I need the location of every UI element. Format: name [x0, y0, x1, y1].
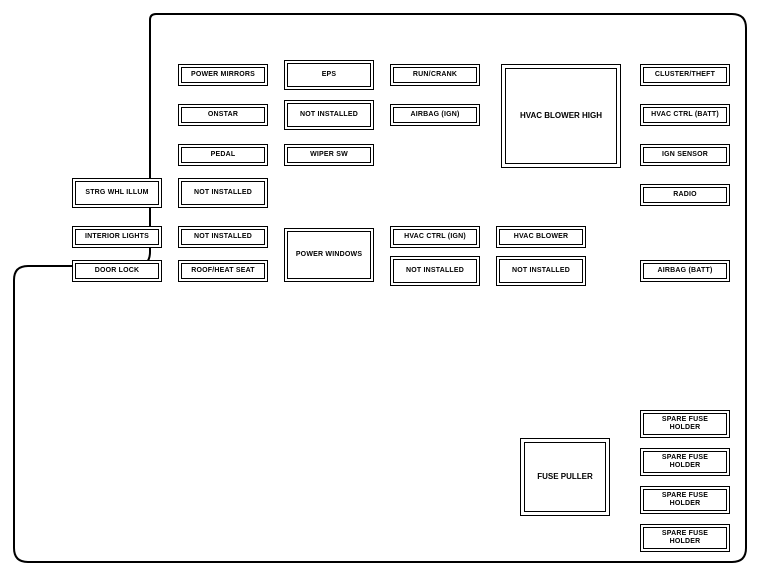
fuse-roof-heat-seat: ROOF/HEAT SEAT [178, 260, 268, 282]
fuse-interior-lights: INTERIOR LIGHTS [72, 226, 162, 248]
fuse-power-mirrors: POWER MIRRORS [178, 64, 268, 86]
fuse-hvac-ctrl-batt: HVAC CTRL (BATT) [640, 104, 730, 126]
fuse-hvac-blower: HVAC BLOWER [496, 226, 586, 248]
fuse-ign-sensor: IGN SENSOR [640, 144, 730, 166]
fuse-onstar: ONSTAR [178, 104, 268, 126]
fuse-airbag-batt: AIRBAG (BATT) [640, 260, 730, 282]
fuse-power-windows: POWER WINDOWS [284, 228, 374, 282]
fuse-spare-1: SPARE FUSE HOLDER [640, 410, 730, 438]
fuse-spare-3: SPARE FUSE HOLDER [640, 486, 730, 514]
block-fuse-puller: FUSE PULLER [520, 438, 610, 516]
fuse-strg-whl-illum: STRG WHL ILLUM [72, 178, 162, 208]
fuse-hvac-ctrl-ign: HVAC CTRL (IGN) [390, 226, 480, 248]
fuse-not-installed-a: NOT INSTALLED [284, 100, 374, 130]
block-hvac-blower-high: HVAC BLOWER HIGH [501, 64, 621, 168]
fuse-not-installed-c: NOT INSTALLED [178, 226, 268, 248]
fuse-box-diagram: POWER MIRRORS EPS RUN/CRANK CLUSTER/THEF… [0, 0, 768, 578]
fuse-radio: RADIO [640, 184, 730, 206]
fuse-not-installed-d: NOT INSTALLED [390, 256, 480, 286]
fuse-run-crank: RUN/CRANK [390, 64, 480, 86]
fuse-pedal: PEDAL [178, 144, 268, 166]
fuse-airbag-ign: AIRBAG (IGN) [390, 104, 480, 126]
fuse-not-installed-e: NOT INSTALLED [496, 256, 586, 286]
fuse-spare-4: SPARE FUSE HOLDER [640, 524, 730, 552]
fuse-spare-2: SPARE FUSE HOLDER [640, 448, 730, 476]
fuse-not-installed-b: NOT INSTALLED [178, 178, 268, 208]
fuse-door-lock: DOOR LOCK [72, 260, 162, 282]
fuse-wiper-sw: WIPER SW [284, 144, 374, 166]
fuse-cluster-theft: CLUSTER/THEFT [640, 64, 730, 86]
fuse-eps: EPS [284, 60, 374, 90]
